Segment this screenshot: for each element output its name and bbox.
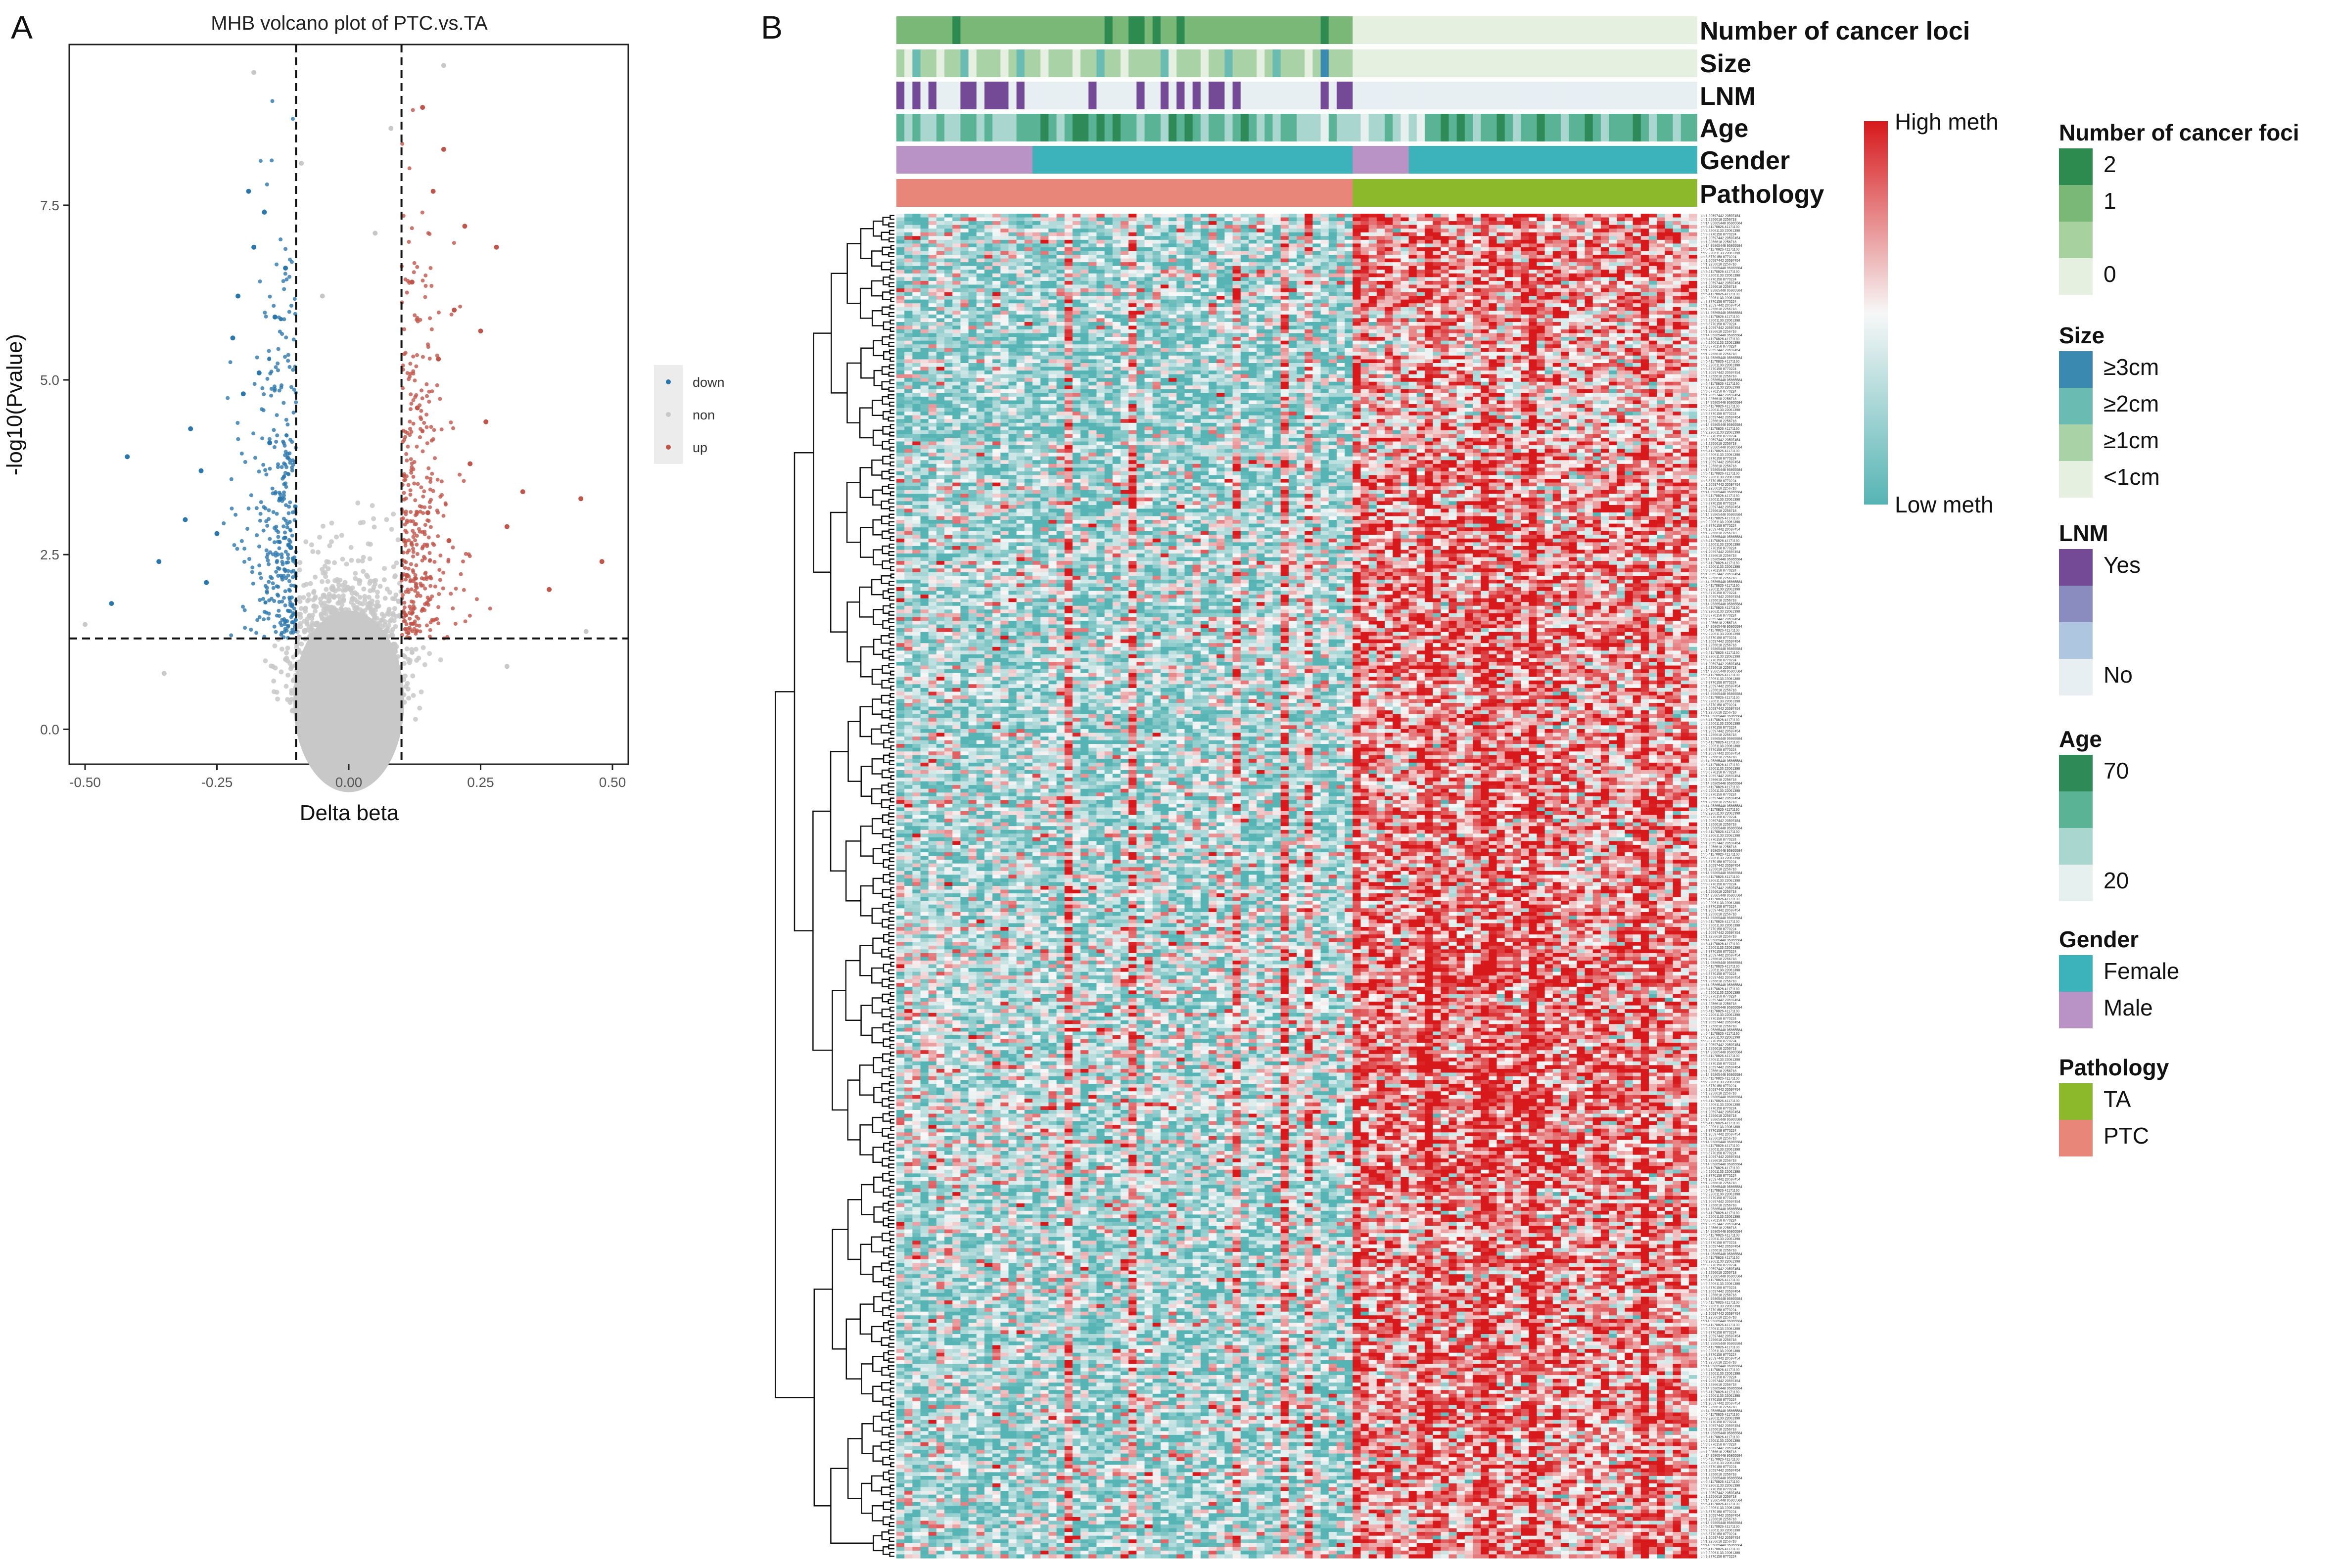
volcano-point bbox=[317, 535, 322, 540]
volcano-point bbox=[284, 684, 289, 689]
volcano-point bbox=[324, 587, 328, 592]
volcano-point bbox=[313, 609, 318, 614]
volcano-point bbox=[341, 593, 346, 598]
figure: A MHB volcano plot of PTC.vs.TA -0.50 -0.… bbox=[0, 0, 2337, 1568]
volcano-point bbox=[273, 644, 278, 648]
volcano-point bbox=[413, 717, 418, 722]
volcano-point bbox=[414, 647, 419, 652]
panel-a-letter: A bbox=[11, 9, 33, 46]
volcano-title: MHB volcano plot of PTC.vs.TA bbox=[211, 12, 488, 34]
volcano-point bbox=[410, 674, 415, 679]
volcano-point bbox=[320, 579, 325, 584]
volcano-point bbox=[332, 560, 337, 565]
volcano-point bbox=[391, 511, 396, 516]
volcano-point bbox=[392, 606, 397, 611]
volcano-point bbox=[272, 586, 276, 590]
volcano-point bbox=[285, 646, 290, 650]
volcano-point bbox=[367, 581, 372, 586]
volcano-points bbox=[83, 63, 605, 792]
volcano-panel: A MHB volcano plot of PTC.vs.TA -0.50 -0.… bbox=[2, 9, 725, 825]
volcano-point bbox=[396, 537, 401, 542]
volcano-point bbox=[389, 527, 394, 532]
